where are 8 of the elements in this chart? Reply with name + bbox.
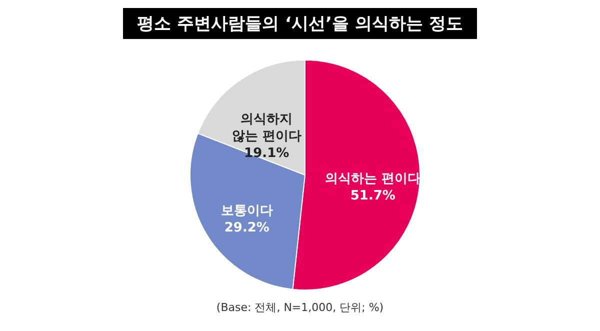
slice-label: 의식하는 편이다 [325, 172, 421, 187]
text: (Base: 전체, N=1,000, 단위; %) [215, 300, 385, 315]
chart-title: 평소 주변사람들의 ‘시선’을 의식하는 정도 [123, 8, 477, 39]
data-label: 51.7% [350, 188, 396, 204]
data-label: 19.1% [244, 146, 290, 161]
data-label: 29.2% [224, 220, 270, 236]
slice-label: 보통이다 [220, 203, 273, 218]
slice-label: 의식하지 않는 편이다 [232, 112, 302, 144]
